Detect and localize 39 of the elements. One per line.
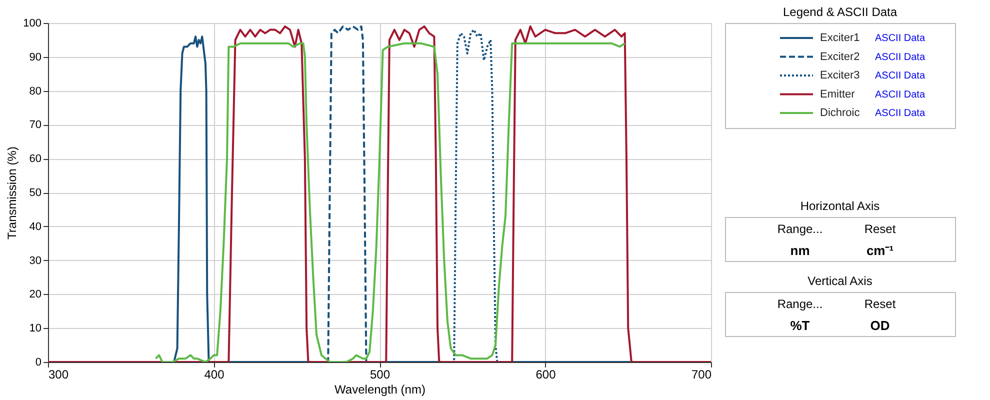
y-tick-label: 80 <box>29 85 42 98</box>
x-tick-label: 300 <box>48 368 69 382</box>
text: ASCII Data <box>875 89 926 100</box>
y-tick-label: 0 <box>35 356 42 368</box>
text: Range... <box>777 222 823 236</box>
y-tick-label: 30 <box>29 254 42 267</box>
y-tick-label: 60 <box>29 153 42 166</box>
text: OD <box>870 318 890 333</box>
legend-label: Exciter3 <box>820 70 860 82</box>
x-tick-label: 600 <box>536 368 556 382</box>
y-tick-label: 40 <box>29 220 42 233</box>
y-axis-title: Transmission (%) <box>5 146 20 240</box>
text: ASCII Data <box>875 108 926 119</box>
x-tick-label: 700 <box>691 368 712 382</box>
text: %T <box>790 318 810 333</box>
text: ASCII Data <box>875 52 926 63</box>
y-tick-label: 10 <box>29 322 42 335</box>
x-tick-label: 400 <box>204 368 225 382</box>
text: Range... <box>777 297 823 311</box>
text: ASCII Data <box>875 70 926 82</box>
x-axis-title: Wavelength (nm) <box>334 382 426 396</box>
legend-label: Exciter1 <box>820 32 860 44</box>
y-tick-label: 70 <box>29 119 42 132</box>
text: nm <box>790 243 810 258</box>
legend-title: Legend & ASCII Data <box>782 5 898 19</box>
text: ASCII Data <box>875 33 926 44</box>
legend-label: Dichroic <box>820 107 860 119</box>
text: Horizontal Axis <box>800 199 880 213</box>
text: Reset <box>864 297 896 311</box>
y-tick-label: 90 <box>29 51 42 64</box>
text: cm⁻¹ <box>866 243 894 258</box>
y-tick-label: 50 <box>29 187 42 199</box>
legend-label: Exciter2 <box>820 50 860 63</box>
x-tick-label: 500 <box>370 368 390 382</box>
y-tick-label: 20 <box>29 288 42 301</box>
text: Reset <box>864 222 896 236</box>
legend-label: Emitter <box>820 88 856 100</box>
text: Vertical Axis <box>808 274 872 288</box>
y-tick-label: 100 <box>23 18 42 30</box>
